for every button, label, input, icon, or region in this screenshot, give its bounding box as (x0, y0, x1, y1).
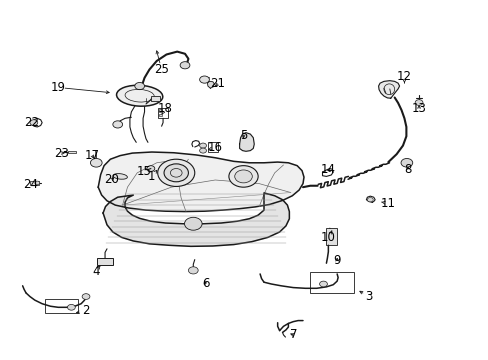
Circle shape (366, 198, 372, 202)
Text: 11: 11 (380, 197, 395, 210)
Text: 4: 4 (92, 265, 100, 278)
Circle shape (199, 76, 209, 83)
Bar (158, 114, 162, 116)
Circle shape (135, 82, 144, 90)
Text: 8: 8 (404, 163, 411, 176)
Text: 20: 20 (104, 173, 119, 186)
Circle shape (147, 166, 155, 171)
Polygon shape (103, 193, 289, 246)
Circle shape (180, 62, 189, 69)
Circle shape (199, 143, 206, 148)
Text: 21: 21 (210, 77, 224, 90)
Text: 2: 2 (82, 305, 90, 318)
Text: 14: 14 (320, 163, 335, 176)
Text: 25: 25 (154, 63, 169, 76)
Text: 9: 9 (333, 254, 340, 267)
Circle shape (158, 159, 194, 186)
Bar (207, 142, 217, 152)
Polygon shape (378, 81, 399, 98)
Text: 16: 16 (207, 141, 223, 154)
Circle shape (113, 121, 122, 128)
Bar (310, 272, 353, 293)
Text: 22: 22 (24, 116, 39, 129)
Text: 19: 19 (51, 81, 65, 94)
Circle shape (188, 267, 198, 274)
Polygon shape (239, 133, 254, 151)
Circle shape (199, 148, 206, 153)
Circle shape (163, 164, 188, 182)
Circle shape (90, 158, 102, 167)
Bar (151, 96, 159, 101)
Bar (326, 228, 336, 245)
Text: 23: 23 (54, 147, 69, 159)
Bar (30, 181, 39, 185)
Circle shape (82, 294, 90, 300)
Ellipse shape (113, 174, 127, 179)
Text: 1: 1 (148, 170, 155, 183)
Ellipse shape (116, 85, 163, 106)
Circle shape (400, 158, 412, 167)
Text: 17: 17 (85, 149, 100, 162)
Text: 3: 3 (365, 290, 372, 303)
Circle shape (30, 120, 38, 126)
Polygon shape (98, 152, 304, 212)
Circle shape (234, 170, 252, 183)
Bar (158, 108, 168, 118)
Text: 15: 15 (137, 165, 152, 178)
Polygon shape (207, 81, 214, 88)
Circle shape (319, 281, 327, 287)
Bar (44, 299, 78, 314)
Text: 18: 18 (158, 102, 173, 115)
Circle shape (35, 181, 40, 185)
Bar (158, 109, 162, 112)
Text: 10: 10 (320, 231, 335, 244)
Text: 5: 5 (239, 129, 247, 142)
Text: 6: 6 (202, 278, 209, 291)
Bar (97, 258, 113, 265)
Circle shape (67, 305, 75, 310)
Text: 7: 7 (289, 328, 296, 341)
Circle shape (414, 100, 422, 105)
Text: 12: 12 (396, 69, 411, 82)
Bar (68, 150, 76, 153)
Circle shape (184, 217, 202, 230)
Text: 13: 13 (411, 102, 426, 115)
Text: 24: 24 (23, 178, 39, 191)
Circle shape (228, 166, 258, 187)
